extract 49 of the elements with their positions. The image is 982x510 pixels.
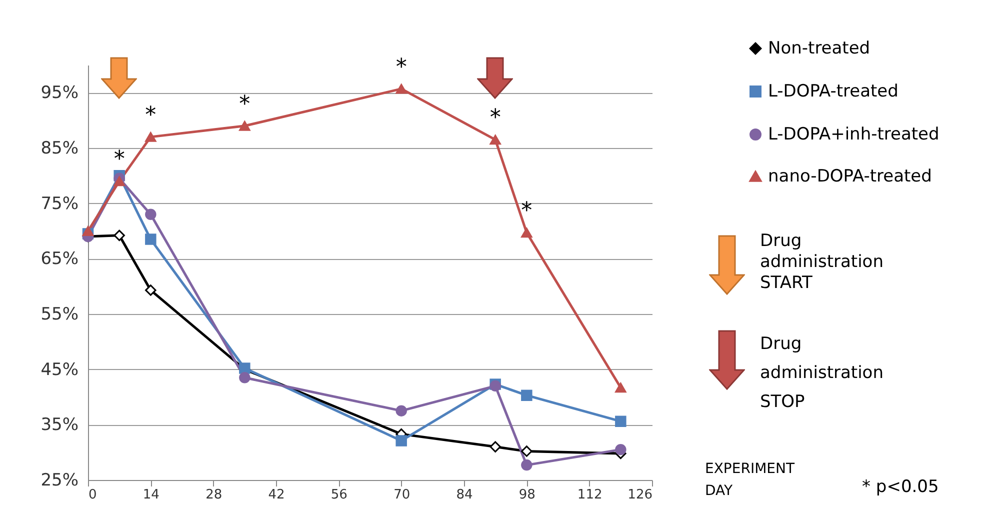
x-axis-title: EXPERIMENT DAY [705, 460, 796, 501]
text: Drug administration START [760, 231, 884, 294]
x-tick-label: 112 [577, 488, 602, 502]
y-tick-label: 35% [40, 415, 78, 436]
point [521, 459, 532, 471]
point [490, 134, 501, 145]
y-tick-label: 85% [40, 138, 78, 158]
point [521, 390, 532, 401]
point [396, 435, 407, 446]
point [615, 444, 626, 456]
point [396, 84, 407, 94]
x-tick-label: 56 [330, 488, 348, 502]
annotation: * [521, 198, 532, 224]
point [145, 234, 156, 245]
y-tick-label: 25% [40, 470, 78, 490]
x-tick-label: 70 [394, 488, 410, 502]
y-tick-label: 65% [40, 249, 78, 270]
legend-label: nano-DOPA-treated [768, 166, 932, 186]
y-tick-label: 45% [40, 360, 78, 380]
point [239, 372, 250, 384]
text: * p<0.05 [862, 477, 939, 497]
x-tick-label: 84 [456, 488, 473, 502]
legend-label: Non-treated [768, 38, 870, 58]
point [82, 226, 94, 236]
legend-label: L-DOPA-treated [768, 82, 898, 102]
x-tick-label: 14 [142, 488, 160, 502]
y-tick-label: 75% [40, 194, 78, 214]
y-tick-label: 55% [40, 304, 78, 324]
point [615, 416, 626, 427]
annotation: * [114, 147, 125, 172]
point [396, 405, 407, 416]
y-tick-label: 95% [40, 83, 78, 104]
point [615, 382, 626, 393]
x-tick-label: 98 [518, 488, 536, 502]
annotation: * [396, 54, 407, 80]
point [521, 228, 532, 238]
point [114, 176, 125, 186]
x-tick-label: 28 [206, 488, 222, 502]
x-tick-label: 126 [628, 488, 652, 502]
annotation: * [239, 92, 250, 117]
x-tick-label: 42 [268, 488, 285, 502]
legend-label: L-DOPA+inh-treated [768, 124, 940, 144]
x-tick-label: 0 [88, 488, 97, 502]
point [145, 208, 156, 220]
point [239, 120, 250, 131]
text: Drug administration STOP [760, 333, 884, 414]
annotation: * [145, 102, 156, 128]
point [145, 132, 156, 142]
annotation: * [490, 106, 501, 131]
